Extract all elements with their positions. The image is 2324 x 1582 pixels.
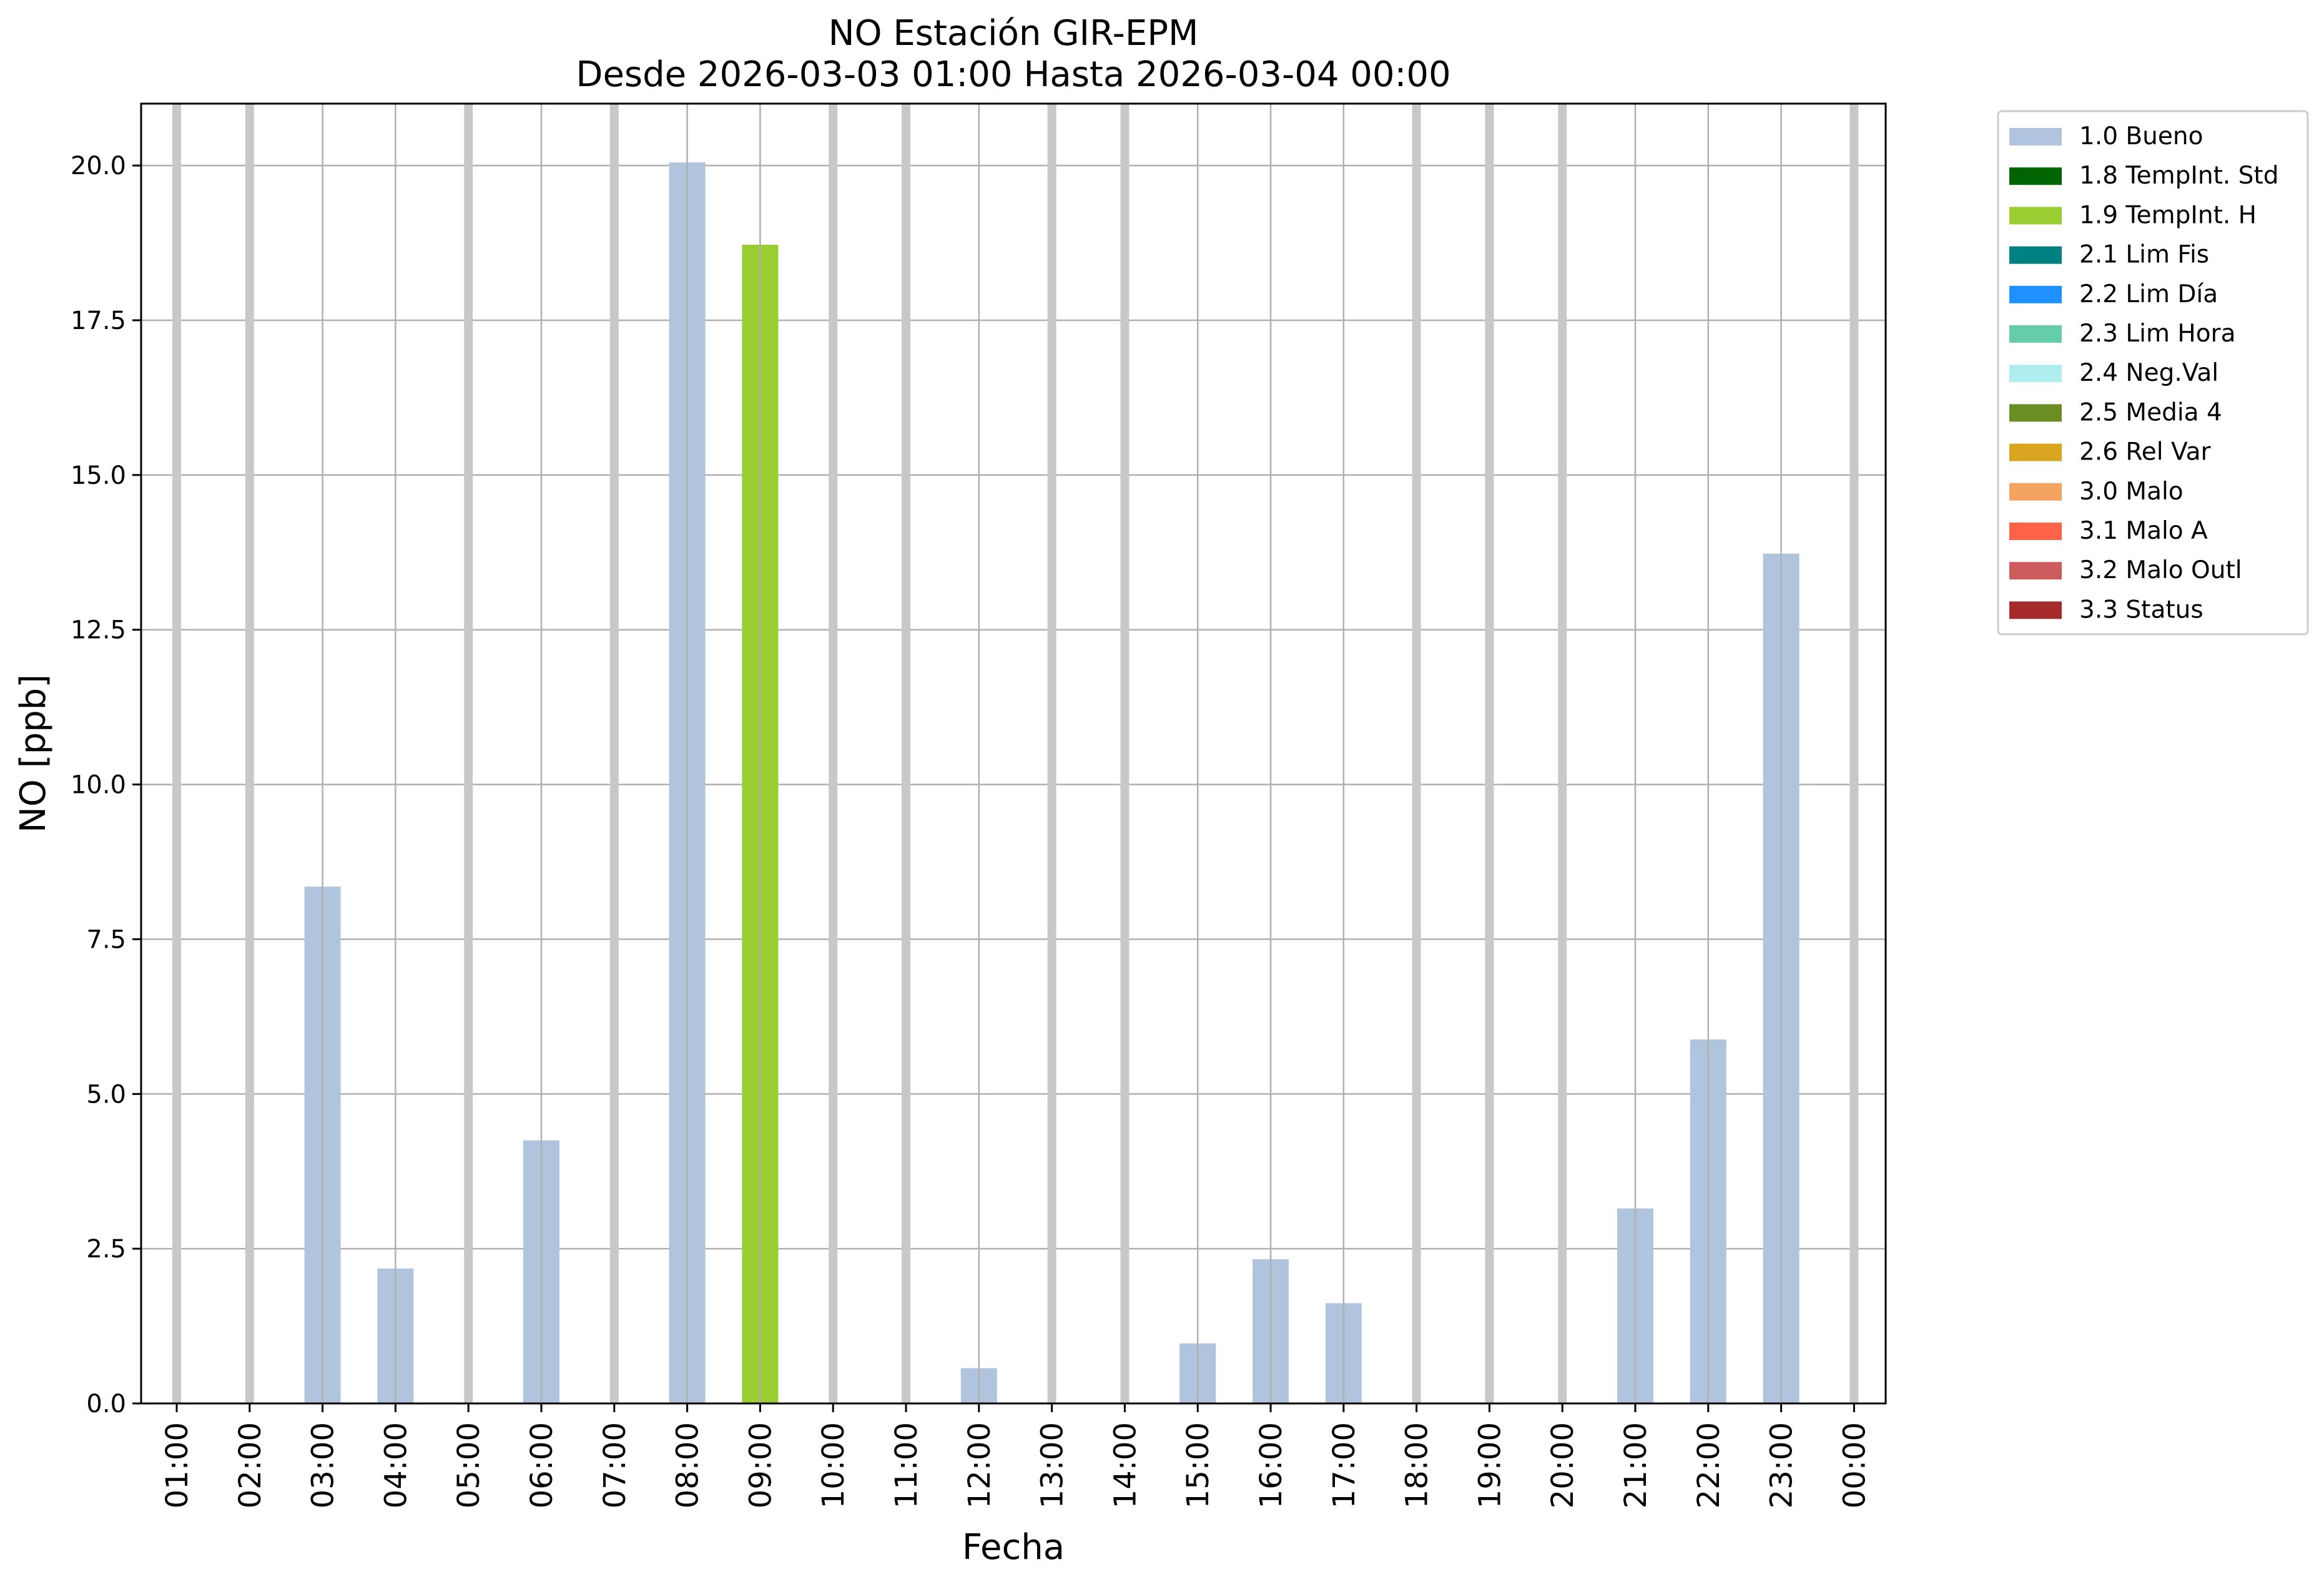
legend-label: 3.0 Malo: [2079, 478, 2184, 506]
x-tick-label: 16:00: [1254, 1422, 1289, 1508]
legend-label: 2.1 Lim Fis: [2079, 241, 2209, 269]
y-axis-label: NO [ppb]: [13, 674, 54, 833]
y-tick-label: 5.0: [86, 1080, 126, 1109]
y-axis-ticks: 0.0 2.5 5.0 7.5 10.0 12.5 15.0 17.5 20.0: [71, 152, 141, 1418]
legend-swatch: [2009, 443, 2062, 461]
missing-data-marker: [1849, 104, 1859, 1403]
missing-data-marker: [829, 104, 838, 1403]
x-axis-label: Fecha: [962, 1527, 1065, 1568]
y-tick-label: 17.5: [71, 307, 126, 335]
x-tick-label: 21:00: [1618, 1422, 1653, 1508]
legend-label: 2.5 Media 4: [2079, 398, 2222, 426]
y-tick-label: 0.0: [86, 1390, 126, 1418]
y-tick-label: 2.5: [86, 1235, 126, 1264]
x-tick-label: 17:00: [1327, 1422, 1362, 1508]
legend-label: 3.1 Malo A: [2079, 517, 2208, 545]
x-tick-label: 10:00: [816, 1422, 851, 1508]
legend-swatch: [2009, 325, 2062, 343]
chart-subtitle: Desde 2026-03-03 01:00 Hasta 2026-03-04 …: [576, 54, 1450, 95]
legend-swatch: [2009, 601, 2062, 619]
legend-label: 2.3 Lim Hora: [2079, 320, 2236, 348]
y-tick-label: 20.0: [71, 152, 126, 180]
x-tick-label: 02:00: [233, 1422, 268, 1508]
missing-data-marker: [1412, 104, 1421, 1403]
missing-data-marker: [1485, 104, 1494, 1403]
missing-data-marker: [902, 104, 910, 1403]
legend-label: 2.4 Neg.Val: [2079, 359, 2218, 387]
x-tick-label: 01:00: [160, 1422, 195, 1508]
x-tick-label: 06:00: [524, 1422, 559, 1508]
legend-label: 3.2 Malo Outl: [2079, 556, 2242, 584]
legend-swatch: [2009, 483, 2062, 501]
legend-swatch: [2009, 167, 2062, 185]
missing-data-marker: [609, 104, 619, 1403]
y-tick-label: 15.0: [71, 461, 126, 490]
legend-label: 1.8 TempInt. Std: [2079, 162, 2278, 190]
legend-swatch: [2009, 128, 2062, 145]
legend-items: 1.0 Bueno 1.8 TempInt. Std 1.9 TempInt. H 2…: [2009, 122, 2278, 624]
y-tick-label: 12.5: [71, 616, 126, 645]
legend-swatch: [2009, 562, 2062, 580]
x-tick-label: 07:00: [598, 1422, 633, 1508]
legend-label: 1.9 TempInt. H: [2079, 201, 2257, 229]
missing-data-marker: [1120, 104, 1130, 1403]
x-tick-label: 05:00: [451, 1422, 486, 1508]
y-tick-label: 7.5: [86, 925, 126, 954]
legend-swatch: [2009, 404, 2062, 422]
x-tick-label: 18:00: [1400, 1422, 1435, 1508]
legend-swatch: [2009, 246, 2062, 264]
y-tick-label: 10.0: [71, 771, 126, 800]
legend-swatch: [2009, 207, 2062, 225]
legend-swatch: [2009, 365, 2062, 383]
legend-label: 2.2 Lim Día: [2079, 280, 2218, 308]
x-tick-label: 23:00: [1765, 1422, 1800, 1508]
missing-data-marker: [245, 104, 254, 1403]
legend-label: 2.6 Rel Var: [2079, 438, 2212, 466]
x-tick-label: 12:00: [962, 1422, 997, 1508]
x-tick-label: 13:00: [1035, 1422, 1070, 1508]
legend-label: 1.0 Bueno: [2079, 122, 2203, 150]
x-tick-label: 11:00: [889, 1422, 924, 1508]
legend: 1.0 Bueno 1.8 TempInt. Std 1.9 TempInt. H 2…: [1997, 110, 2309, 636]
x-tick-label: 08:00: [671, 1422, 706, 1508]
x-tick-label: 19:00: [1472, 1422, 1507, 1508]
x-tick-label: 14:00: [1108, 1422, 1143, 1508]
legend-label: 3.3 Status: [2079, 596, 2203, 624]
missing-data-marker: [172, 104, 181, 1403]
grid-lines-overlay: [322, 162, 1782, 1403]
missing-data-marker: [1047, 104, 1056, 1403]
legend-swatch: [2009, 285, 2062, 303]
plot-frame: [140, 102, 1887, 1405]
legend-swatch: [2009, 523, 2062, 540]
x-tick-label: 09:00: [743, 1422, 778, 1508]
x-tick-label: 04:00: [378, 1422, 413, 1508]
x-tick-label: 22:00: [1691, 1422, 1726, 1508]
x-axis-ticks: 01:00 02:00 03:00 04:00 05:00 06:00 07:00 08:00…: [160, 1403, 1872, 1508]
x-tick-label: 15:00: [1181, 1422, 1216, 1508]
missing-data-marker: [464, 104, 473, 1403]
chart-title: NO Estación GIR-EPM: [829, 13, 1199, 54]
x-tick-label: 20:00: [1545, 1422, 1580, 1508]
x-tick-label: 00:00: [1837, 1422, 1872, 1508]
legend-frame: [1997, 110, 2309, 636]
x-tick-label: 03:00: [306, 1422, 341, 1508]
missing-data-markers: [172, 104, 1859, 1403]
missing-data-marker: [1558, 104, 1567, 1403]
